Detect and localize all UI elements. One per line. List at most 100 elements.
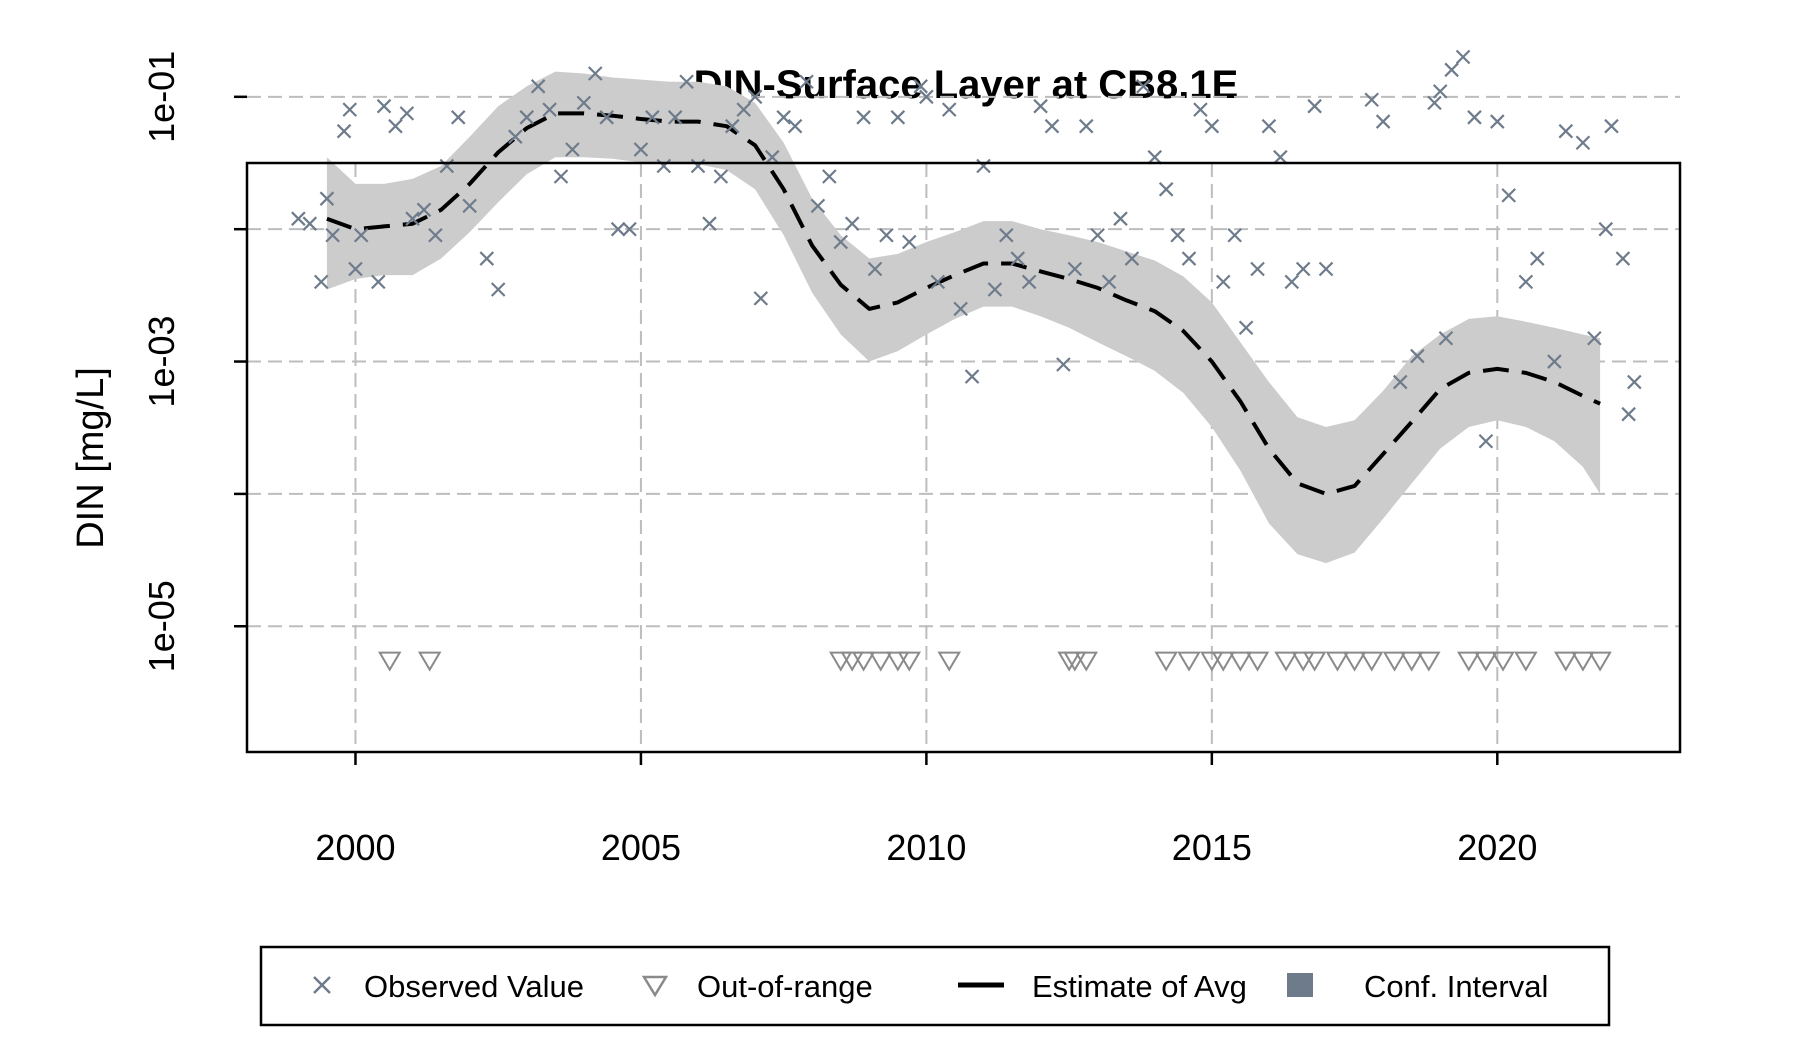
observed-point — [679, 74, 694, 90]
observed-point — [325, 227, 340, 243]
observed-point — [810, 198, 826, 214]
plot-area — [245, 49, 1682, 754]
observed-point — [319, 191, 335, 206]
observed-point — [901, 234, 917, 250]
observed-point — [1364, 92, 1379, 108]
estimate-line-layer — [326, 111, 1601, 496]
legend-label-ci: Conf. Interval — [1364, 969, 1548, 1004]
out-of-range-point — [829, 651, 853, 672]
legend-item-out-of-range: Out-of-range — [641, 969, 873, 1004]
observed-point — [1056, 357, 1071, 372]
observed-point — [1478, 433, 1494, 449]
observed-point — [342, 102, 358, 117]
ci-band-layer — [326, 71, 1601, 564]
observed-point — [610, 221, 626, 237]
out-of-range-point — [417, 651, 442, 672]
out-of-range-point — [897, 651, 922, 672]
legend-item-observed: Observed Value — [313, 969, 584, 1004]
observed-point — [1438, 330, 1454, 346]
observed-point — [1307, 98, 1322, 114]
observed-point — [633, 142, 649, 157]
grid — [247, 95, 1680, 752]
confidence-band — [326, 71, 1601, 564]
estimate-line — [326, 111, 1601, 496]
observed-point — [941, 102, 957, 117]
observed-point — [336, 123, 352, 139]
observed-point — [302, 216, 318, 231]
observed-point — [1427, 95, 1442, 111]
out-of-range-point — [1228, 651, 1253, 672]
observed-point — [1158, 182, 1174, 197]
legend: Observed Value Out-of-range Estimate of … — [259, 945, 1611, 1027]
legend-triangle-marker-icon — [641, 975, 669, 998]
observed-point — [1090, 227, 1105, 243]
out-of-range-point — [1491, 651, 1515, 672]
observed-point — [1147, 149, 1163, 165]
observed-point — [587, 66, 603, 81]
observed-point — [490, 282, 506, 297]
x-tick-label: 2015 — [1172, 827, 1252, 868]
out-of-range-point — [1200, 651, 1224, 672]
observed-point — [1078, 118, 1094, 134]
observed-point — [1375, 114, 1391, 129]
axes: 2000 2005 2010 2015 2020 1e-05 1e-03 1e-01 — [141, 51, 1537, 868]
observed-point — [1181, 251, 1197, 266]
observed-point — [1113, 211, 1128, 226]
observed-point — [867, 261, 883, 277]
observed-point — [1318, 261, 1334, 277]
out-of-range-point — [1359, 651, 1384, 672]
observed-point — [1627, 374, 1642, 390]
observed-point — [542, 102, 557, 117]
y-tick-label: 1e-01 — [141, 51, 182, 143]
observed-point — [690, 158, 706, 174]
out-of-range-point — [1274, 651, 1298, 672]
observed-point — [450, 110, 466, 125]
observed-point — [1044, 118, 1060, 134]
observed-point — [1604, 118, 1619, 134]
observed-point — [976, 158, 991, 174]
observed-point — [1136, 79, 1151, 94]
legend-label-out-of-range: Out-of-range — [697, 969, 873, 1004]
observed-point — [1033, 98, 1048, 114]
observed-point — [879, 227, 894, 243]
observed-point — [753, 291, 769, 306]
observed-points-layer — [291, 49, 1642, 449]
plot-frame — [245, 161, 1682, 754]
observed-point — [953, 301, 968, 317]
observed-point — [291, 211, 306, 226]
observed-point — [1238, 320, 1254, 336]
out-of-range-point — [868, 651, 893, 672]
observed-point — [622, 221, 637, 237]
observed-point — [999, 227, 1014, 243]
out-of-range-point — [1457, 651, 1481, 672]
observed-point — [776, 110, 791, 125]
out-of-range-point — [1325, 651, 1350, 672]
observed-point — [371, 274, 386, 290]
observed-point — [1273, 149, 1288, 165]
observed-point — [913, 79, 928, 94]
out-of-range-point — [1588, 651, 1612, 672]
observed-point — [1575, 135, 1591, 150]
out-of-range-point — [1074, 651, 1098, 672]
observed-point — [376, 98, 392, 114]
out-of-range-point — [1342, 651, 1367, 672]
observed-point — [1295, 261, 1311, 277]
observed-point — [987, 282, 1003, 297]
observed-point — [1432, 84, 1448, 99]
observed-point — [1392, 374, 1408, 390]
observed-point — [416, 202, 432, 218]
observed-point — [405, 211, 420, 226]
observed-point — [508, 129, 523, 144]
observed-point — [736, 102, 751, 117]
out-of-range-point — [1291, 651, 1315, 672]
observed-point — [1615, 251, 1631, 266]
out-of-range-point — [377, 651, 402, 672]
legend-box — [259, 945, 1611, 1027]
out-of-range-point — [1417, 651, 1441, 672]
chart-title: DIN-Surface Layer at CB8.1E — [694, 63, 1239, 107]
out-of-range-point — [1382, 651, 1407, 672]
observed-point — [1067, 261, 1083, 277]
observed-point — [822, 169, 837, 184]
observed-point — [1587, 330, 1602, 346]
